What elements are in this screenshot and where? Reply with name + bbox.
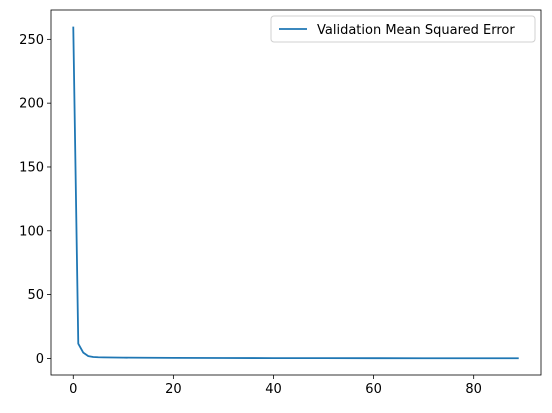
y-tick-label: 200 — [19, 97, 44, 112]
y-tick-label: 50 — [27, 288, 44, 303]
legend-box — [270, 15, 536, 43]
x-axis-ticks: 0 20 40 60 80 — [69, 375, 482, 397]
x-tick-label: 60 — [365, 382, 382, 397]
y-tick-label: 100 — [19, 224, 44, 239]
y-tick-label: 150 — [19, 160, 44, 175]
legend-label: Validation Mean Squared Error — [317, 23, 515, 38]
x-tick-label: 40 — [265, 382, 282, 397]
x-tick-label: 20 — [165, 382, 182, 397]
legend: Validation Mean Squared Error — [270, 15, 536, 43]
x-tick-label: 80 — [465, 382, 482, 397]
y-tick-label: 250 — [19, 33, 44, 48]
plot-area — [50, 9, 542, 376]
series-layer — [72, 26, 519, 360]
series-line-0 — [72, 26, 519, 360]
y-axis-ticks: 0 50 100 150 200 250 — [19, 33, 51, 367]
x-tick-label: 0 — [69, 382, 77, 397]
y-tick-label: 0 — [36, 352, 44, 367]
